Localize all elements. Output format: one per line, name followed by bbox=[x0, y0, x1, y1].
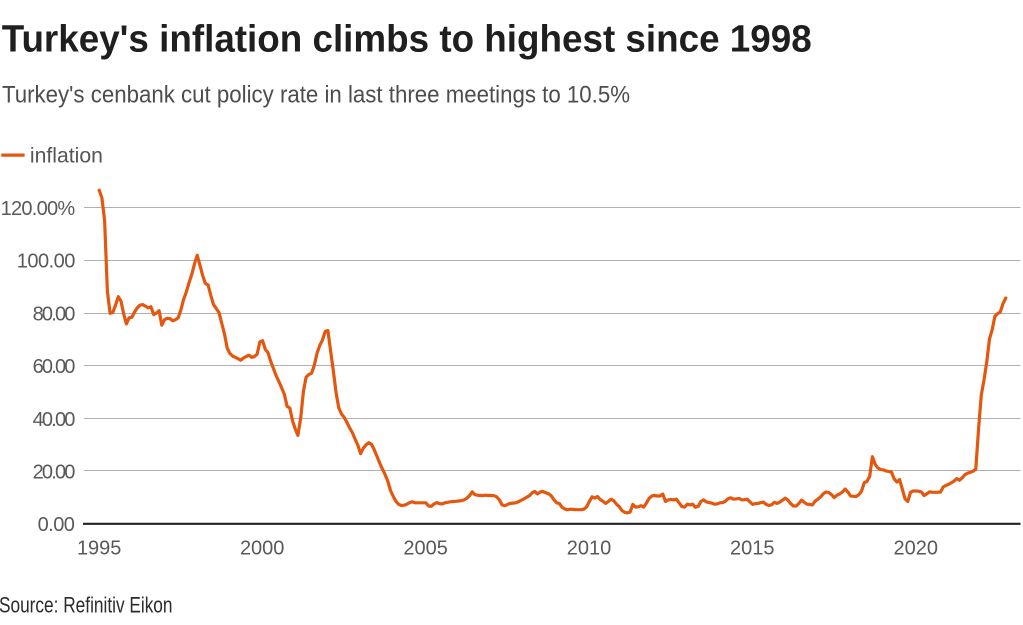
svg-text:1995: 1995 bbox=[77, 538, 122, 560]
svg-text:Turkey's inflation climbs to h: Turkey's inflation climbs to highest sin… bbox=[2, 18, 812, 60]
svg-text:Turkey's cenbank cut policy ra: Turkey's cenbank cut policy rate in last… bbox=[2, 82, 630, 109]
svg-text:60.00: 60.00 bbox=[33, 356, 76, 378]
svg-text:120.00%: 120.00% bbox=[1, 198, 76, 220]
svg-text:inflation: inflation bbox=[30, 145, 103, 168]
svg-text:2015: 2015 bbox=[730, 538, 775, 560]
svg-text:100.00: 100.00 bbox=[17, 251, 76, 273]
svg-text:2005: 2005 bbox=[403, 538, 448, 560]
svg-text:20.00: 20.00 bbox=[33, 462, 76, 484]
svg-text:40.00: 40.00 bbox=[33, 409, 76, 431]
svg-text:80.00: 80.00 bbox=[33, 303, 76, 325]
svg-text:Source: Refinitiv Eikon: Source: Refinitiv Eikon bbox=[0, 592, 173, 617]
svg-text:2020: 2020 bbox=[894, 538, 939, 560]
svg-text:2010: 2010 bbox=[567, 538, 612, 560]
svg-text:0.00: 0.00 bbox=[38, 514, 75, 536]
svg-text:2000: 2000 bbox=[240, 538, 285, 560]
